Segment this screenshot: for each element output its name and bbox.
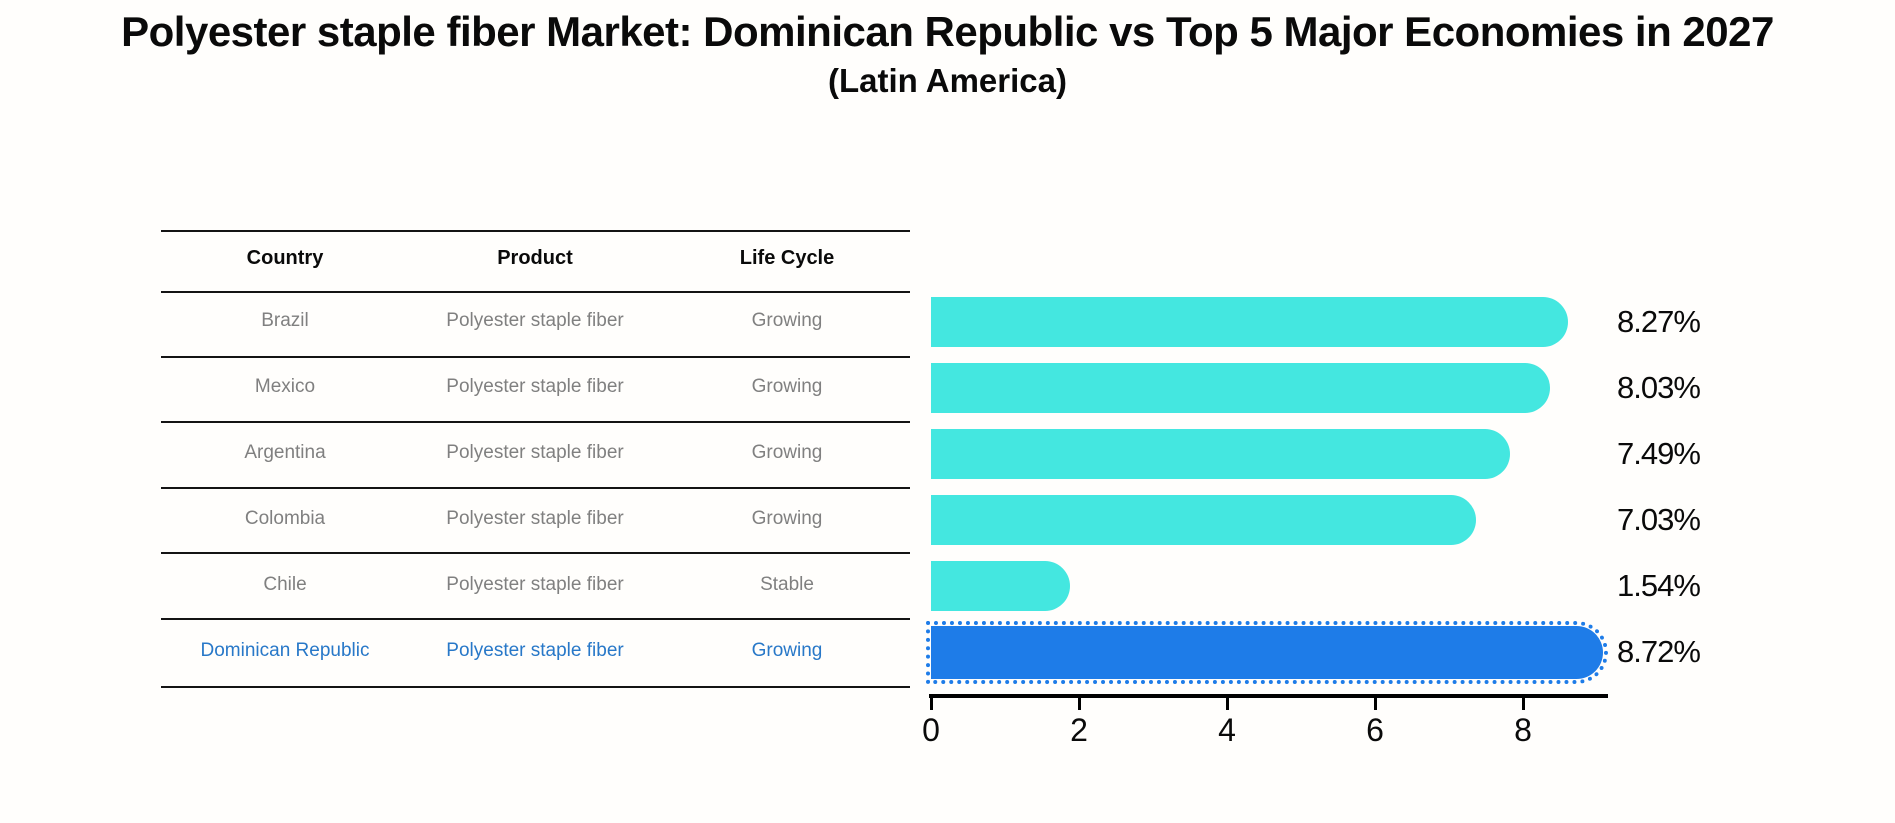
- table-cell-product: Polyester staple fiber: [446, 376, 624, 397]
- bar-value-label-chile: 1.54%: [1617, 568, 1701, 603]
- table-divider-line: [161, 421, 910, 423]
- table-cell-country: Colombia: [244, 508, 326, 529]
- x-axis-tick-label: 6: [1366, 712, 1384, 748]
- table-cell-country: Mexico: [254, 376, 316, 397]
- table-divider-line: [161, 618, 910, 620]
- x-axis-tick-label: 4: [1218, 712, 1236, 748]
- bar-dominican-republic: [925, 620, 1609, 684]
- table-cell-life_cycle: Stable: [760, 574, 814, 595]
- x-axis-tick: [1374, 698, 1377, 710]
- table-cell-life_cycle: Growing: [751, 640, 823, 661]
- table-divider-line: [161, 291, 910, 293]
- chart-title: Polyester staple fiber Market: Dominican…: [121, 8, 1774, 55]
- table-cell-country: Brazil: [261, 310, 309, 331]
- table-header-product: Product: [497, 247, 573, 269]
- bar-brazil: [931, 297, 1568, 347]
- x-axis-tick: [930, 698, 933, 710]
- table-cell-product: Polyester staple fiber: [446, 640, 624, 661]
- bar-value-label-argentina: 7.49%: [1617, 436, 1701, 471]
- table-cell-life_cycle: Growing: [751, 442, 823, 463]
- table-cell-product: Polyester staple fiber: [446, 574, 624, 595]
- bar-colombia: [931, 495, 1477, 545]
- x-axis-tick-label: 8: [1514, 712, 1532, 748]
- table-divider-line: [161, 487, 910, 489]
- x-axis-tick-label: 0: [922, 712, 940, 748]
- table-divider-line: [161, 552, 910, 554]
- table-cell-product: Polyester staple fiber: [446, 442, 624, 463]
- bar-value-label-colombia: 7.03%: [1617, 502, 1701, 537]
- x-axis-line: [929, 694, 1608, 698]
- bar-value-label-brazil: 8.27%: [1617, 304, 1701, 339]
- bar-chile: [931, 561, 1070, 611]
- table-divider-line: [161, 356, 910, 358]
- table-divider-line: [161, 230, 910, 232]
- bar-mexico: [931, 363, 1551, 413]
- table-cell-country: Argentina: [244, 442, 326, 463]
- x-axis-tick: [1226, 698, 1229, 710]
- chart-subtitle: (Latin America): [828, 62, 1067, 99]
- table-cell-life_cycle: Growing: [751, 310, 823, 331]
- table-cell-product: Polyester staple fiber: [446, 508, 624, 529]
- bar-argentina: [931, 429, 1511, 479]
- table-header-life-cycle: Life Cycle: [739, 247, 835, 269]
- table-header-country: Country: [246, 247, 324, 269]
- table-divider-line: [161, 686, 910, 688]
- x-axis-tick-label: 2: [1070, 712, 1088, 748]
- bar-value-label-dominican-republic: 8.72%: [1617, 634, 1701, 669]
- table-cell-country: Chile: [263, 574, 307, 595]
- table-cell-life_cycle: Growing: [751, 508, 823, 529]
- table-cell-product: Polyester staple fiber: [446, 310, 624, 331]
- table-cell-country: Dominican Republic: [200, 640, 370, 661]
- table-cell-life_cycle: Growing: [751, 376, 823, 397]
- x-axis-tick: [1522, 698, 1525, 710]
- x-axis-tick: [1078, 698, 1081, 710]
- bar-value-label-mexico: 8.03%: [1617, 370, 1701, 405]
